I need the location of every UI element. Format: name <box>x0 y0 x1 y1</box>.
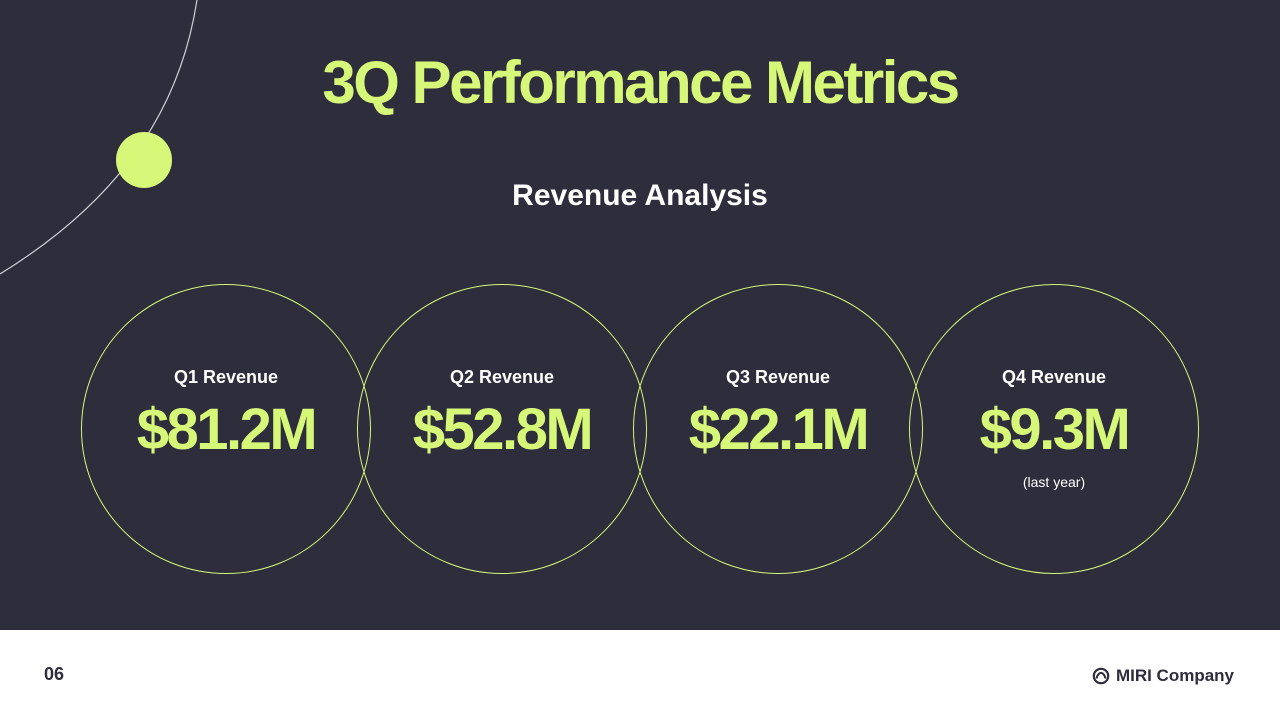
page-number: 06 <box>44 664 65 684</box>
metric-value: $22.1M <box>688 397 870 462</box>
company-name: MIRI Company <box>1115 666 1234 685</box>
slide-footer: 06 MIRI Company <box>0 630 1280 720</box>
metric-circle-q4: Q4 Revenue $9.3M (last year) <box>909 284 1199 574</box>
metric-value: $9.3M <box>979 397 1131 462</box>
metric-label: Q4 Revenue <box>1001 367 1107 387</box>
metric-value: $52.8M <box>412 397 594 462</box>
metric-circle-q2: Q2 Revenue $52.8M <box>357 284 647 574</box>
metric-circle-q3: Q3 Revenue $22.1M <box>633 284 923 574</box>
metric-label: Q2 Revenue <box>449 367 555 387</box>
metric-note: (last year) <box>1022 474 1086 490</box>
company-logo-icon <box>1092 667 1110 685</box>
slide: 3Q Performance Metrics Revenue Analysis … <box>0 0 1280 630</box>
metric-circle-q1: Q1 Revenue $81.2M <box>81 284 371 574</box>
metric-label: Q3 Revenue <box>725 367 831 387</box>
metric-label: Q1 Revenue <box>173 367 279 387</box>
slide-title: 3Q Performance Metrics <box>322 49 960 116</box>
slide-subtitle: Revenue Analysis <box>512 179 768 212</box>
orbit-arc <box>0 0 198 275</box>
metric-value: $81.2M <box>136 397 318 462</box>
company-brand: MIRI Company <box>1092 665 1234 687</box>
